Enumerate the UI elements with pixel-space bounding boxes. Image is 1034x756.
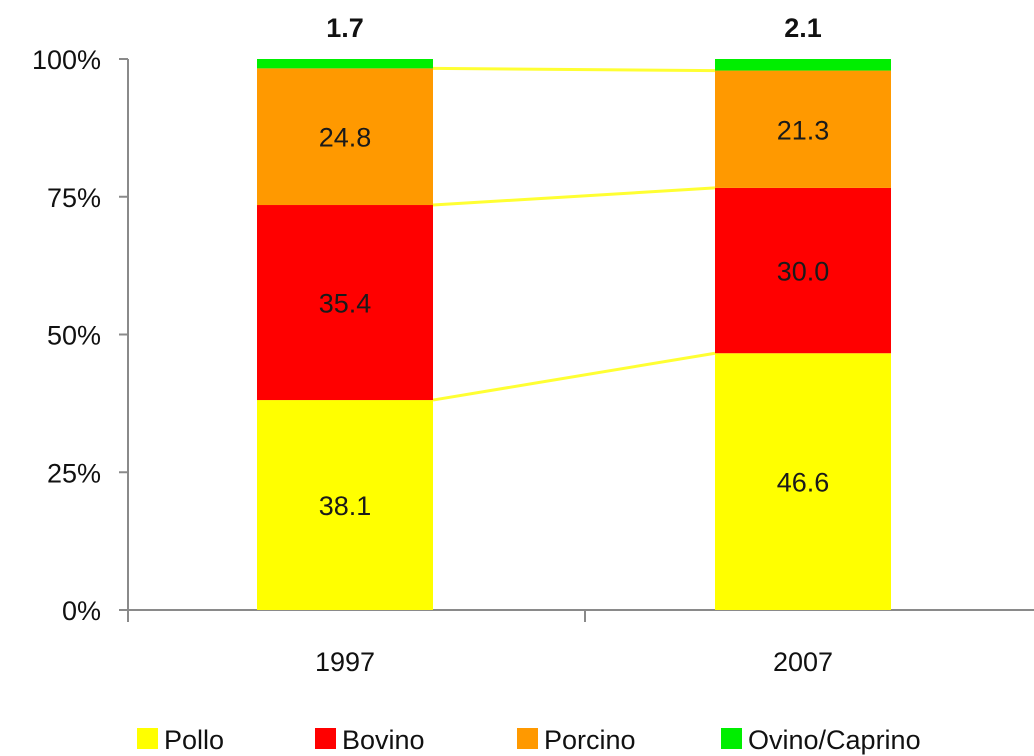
bar-segment xyxy=(715,187,891,354)
y-tick-label: 0% xyxy=(62,596,101,626)
bars xyxy=(257,59,891,610)
x-tick-label: 1997 xyxy=(315,647,375,677)
bar-segment xyxy=(257,68,433,206)
data-label: 24.8 xyxy=(319,123,372,153)
data-label: 46.6 xyxy=(777,468,830,498)
bar-segment xyxy=(257,59,433,69)
y-tick-label: 25% xyxy=(47,458,101,488)
legend-swatch xyxy=(137,728,158,749)
data-label: 2.1 xyxy=(784,13,822,43)
data-label: 30.0 xyxy=(777,257,830,287)
bar-segment xyxy=(257,400,433,610)
legend-label: Bovino xyxy=(342,725,425,755)
connector-line xyxy=(432,351,716,402)
y-tick-label: 100% xyxy=(32,45,101,75)
legend-label: Porcino xyxy=(544,725,636,755)
series-connectors xyxy=(432,66,716,402)
legend-label: Pollo xyxy=(164,725,224,755)
legend-swatch xyxy=(721,728,742,749)
data-labels: 38.1 35.4 24.8 1.7 46.6 30.0 21.3 2.1 xyxy=(319,13,830,521)
connector-line xyxy=(432,186,716,207)
connector-line xyxy=(432,66,716,73)
bar-segment xyxy=(715,353,891,610)
legend-label: Ovino/Caprino xyxy=(748,725,921,755)
legend-swatch xyxy=(517,728,538,749)
axes: 0% 25% 50% 75% 100% 1997 2007 xyxy=(32,45,1034,677)
data-label: 1.7 xyxy=(326,13,364,43)
y-tick-label: 75% xyxy=(47,183,101,213)
bar-segment xyxy=(257,205,433,401)
legend-swatch xyxy=(315,728,336,749)
bar-segment xyxy=(715,59,891,71)
data-label: 38.1 xyxy=(319,491,372,521)
data-label: 35.4 xyxy=(319,289,372,319)
data-label: 21.3 xyxy=(777,115,830,145)
bar-segment xyxy=(715,70,891,188)
legend: Pollo Bovino Porcino Ovino/Caprino xyxy=(137,725,921,755)
y-tick-label: 50% xyxy=(47,321,101,351)
x-tick-label: 2007 xyxy=(773,647,833,677)
